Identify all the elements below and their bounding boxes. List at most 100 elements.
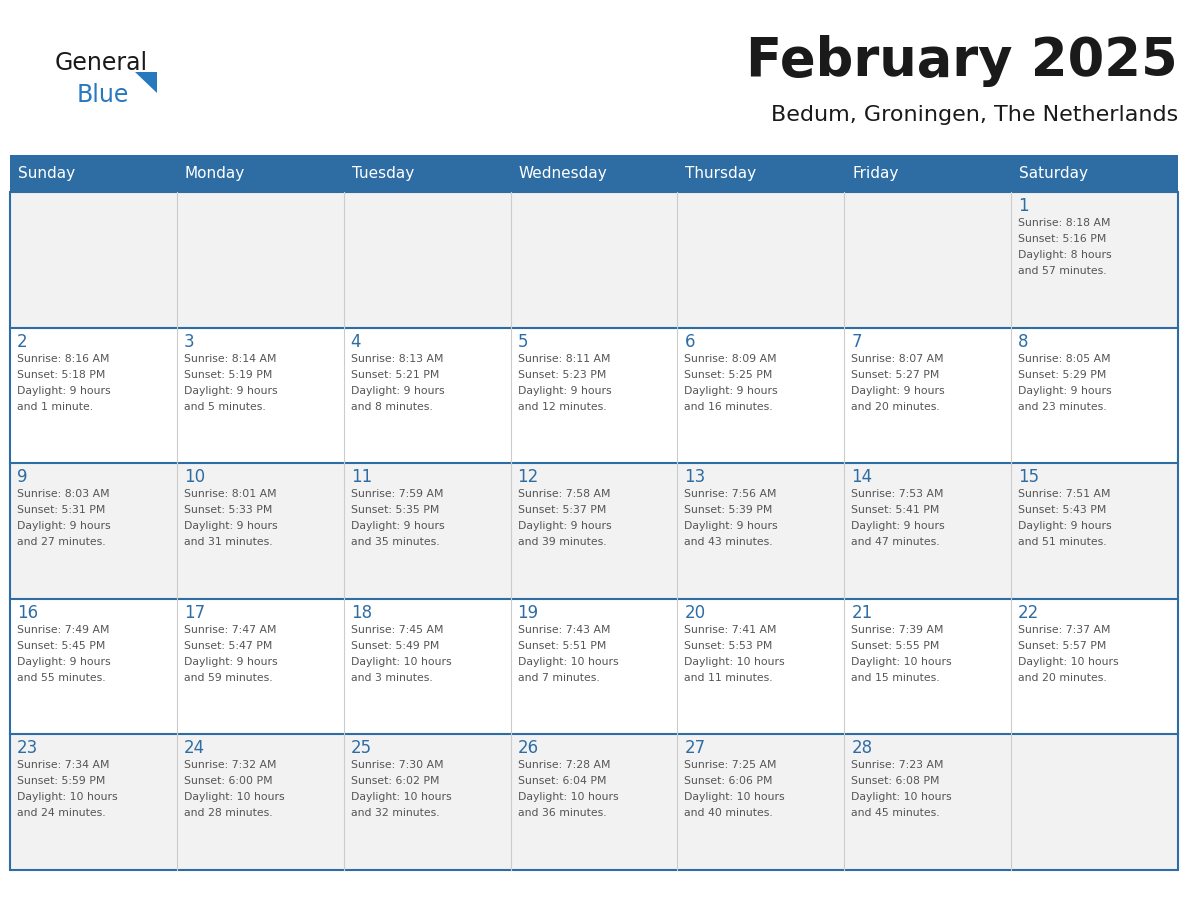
Bar [177,464,343,599]
Text: Sunrise: 8:14 AM: Sunrise: 8:14 AM [184,353,277,364]
Text: 2: 2 [17,332,27,351]
Text: Monday: Monday [185,166,245,181]
Text: 5: 5 [518,332,529,351]
Text: Daylight: 9 hours: Daylight: 9 hours [184,386,278,396]
Text: Daylight: 9 hours: Daylight: 9 hours [518,386,611,396]
Text: Daylight: 10 hours: Daylight: 10 hours [350,656,451,666]
Text: Daylight: 10 hours: Daylight: 10 hours [684,656,785,666]
Text: 20: 20 [684,604,706,621]
Text: and 7 minutes.: and 7 minutes. [518,673,599,683]
Text: and 27 minutes.: and 27 minutes. [17,537,106,547]
Text: Daylight: 9 hours: Daylight: 9 hours [17,521,110,532]
Text: Sunrise: 7:56 AM: Sunrise: 7:56 AM [684,489,777,499]
Bar [1011,734,1178,870]
Bar [343,599,511,734]
Text: Sunrise: 8:05 AM: Sunrise: 8:05 AM [1018,353,1111,364]
Text: Sunset: 5:45 PM: Sunset: 5:45 PM [17,641,106,651]
Text: 9: 9 [17,468,27,487]
Text: 21: 21 [852,604,872,621]
Text: Daylight: 10 hours: Daylight: 10 hours [852,792,952,802]
Text: Saturday: Saturday [1019,166,1088,181]
Text: Daylight: 9 hours: Daylight: 9 hours [684,521,778,532]
Text: and 31 minutes.: and 31 minutes. [184,537,272,547]
Text: Sunrise: 8:03 AM: Sunrise: 8:03 AM [17,489,109,499]
Text: Sunset: 5:59 PM: Sunset: 5:59 PM [17,777,106,787]
Text: Sunrise: 7:53 AM: Sunrise: 7:53 AM [852,489,943,499]
Text: Sunset: 5:23 PM: Sunset: 5:23 PM [518,370,606,380]
Text: 28: 28 [852,739,872,757]
Text: 23: 23 [17,739,38,757]
Text: Daylight: 10 hours: Daylight: 10 hours [17,792,118,802]
Text: Daylight: 9 hours: Daylight: 9 hours [518,521,611,532]
Text: Daylight: 9 hours: Daylight: 9 hours [1018,386,1112,396]
Text: 16: 16 [17,604,38,621]
Text: and 23 minutes.: and 23 minutes. [1018,401,1107,411]
Bar [343,464,511,599]
Bar [1011,599,1178,734]
Text: Sunrise: 7:47 AM: Sunrise: 7:47 AM [184,625,277,635]
Text: Sunset: 5:27 PM: Sunset: 5:27 PM [852,370,940,380]
Text: Sunset: 5:47 PM: Sunset: 5:47 PM [184,641,272,651]
Text: Daylight: 9 hours: Daylight: 9 hours [1018,521,1112,532]
Text: Sunset: 5:55 PM: Sunset: 5:55 PM [852,641,940,651]
Text: 27: 27 [684,739,706,757]
Text: and 20 minutes.: and 20 minutes. [852,401,940,411]
Text: Daylight: 10 hours: Daylight: 10 hours [184,792,284,802]
Text: Daylight: 9 hours: Daylight: 9 hours [184,521,278,532]
Text: 22: 22 [1018,604,1040,621]
Text: and 16 minutes.: and 16 minutes. [684,401,773,411]
Text: Sunset: 5:18 PM: Sunset: 5:18 PM [17,370,106,380]
Text: Friday: Friday [852,166,898,181]
Text: Sunrise: 7:25 AM: Sunrise: 7:25 AM [684,760,777,770]
Bar [177,734,343,870]
Text: Daylight: 9 hours: Daylight: 9 hours [17,656,110,666]
Text: General: General [55,51,148,75]
Text: and 40 minutes.: and 40 minutes. [684,809,773,819]
Bar [10,734,177,870]
Text: Sunset: 5:35 PM: Sunset: 5:35 PM [350,505,440,515]
Text: February 2025: February 2025 [746,35,1178,87]
Text: 10: 10 [184,468,206,487]
Text: and 1 minute.: and 1 minute. [17,401,93,411]
Text: Sunrise: 7:39 AM: Sunrise: 7:39 AM [852,625,943,635]
Bar [10,464,177,599]
Text: 15: 15 [1018,468,1040,487]
Text: Daylight: 10 hours: Daylight: 10 hours [518,656,618,666]
Bar [10,192,177,328]
Text: Sunrise: 7:51 AM: Sunrise: 7:51 AM [1018,489,1111,499]
Text: Sunday: Sunday [18,166,75,181]
Bar [845,192,1011,328]
Text: Sunrise: 7:28 AM: Sunrise: 7:28 AM [518,760,611,770]
Text: Sunset: 5:29 PM: Sunset: 5:29 PM [1018,370,1106,380]
Text: Daylight: 10 hours: Daylight: 10 hours [518,792,618,802]
Bar [1011,192,1178,328]
Text: Blue: Blue [77,83,129,107]
Text: Tuesday: Tuesday [352,166,413,181]
Text: and 24 minutes.: and 24 minutes. [17,809,106,819]
Text: 1: 1 [1018,197,1029,215]
Bar [845,734,1011,870]
Text: 24: 24 [184,739,206,757]
Text: Sunrise: 8:01 AM: Sunrise: 8:01 AM [184,489,277,499]
Text: Sunrise: 7:43 AM: Sunrise: 7:43 AM [518,625,611,635]
Text: 12: 12 [518,468,539,487]
Text: Sunrise: 7:23 AM: Sunrise: 7:23 AM [852,760,943,770]
Text: 11: 11 [350,468,372,487]
Text: Sunset: 5:41 PM: Sunset: 5:41 PM [852,505,940,515]
Text: Sunset: 5:19 PM: Sunset: 5:19 PM [184,370,272,380]
Text: Sunrise: 7:59 AM: Sunrise: 7:59 AM [350,489,443,499]
Text: Sunrise: 7:32 AM: Sunrise: 7:32 AM [184,760,277,770]
Text: and 51 minutes.: and 51 minutes. [1018,537,1107,547]
Text: Sunset: 6:06 PM: Sunset: 6:06 PM [684,777,773,787]
Text: Sunset: 6:04 PM: Sunset: 6:04 PM [518,777,606,787]
Bar [10,599,177,734]
Text: Sunrise: 8:09 AM: Sunrise: 8:09 AM [684,353,777,364]
Text: and 47 minutes.: and 47 minutes. [852,537,940,547]
Text: Sunset: 5:33 PM: Sunset: 5:33 PM [184,505,272,515]
Text: Sunset: 6:02 PM: Sunset: 6:02 PM [350,777,440,787]
Text: and 3 minutes.: and 3 minutes. [350,673,432,683]
Bar [845,328,1011,464]
Text: 17: 17 [184,604,206,621]
Text: Sunset: 5:21 PM: Sunset: 5:21 PM [350,370,440,380]
Text: Sunrise: 8:13 AM: Sunrise: 8:13 AM [350,353,443,364]
